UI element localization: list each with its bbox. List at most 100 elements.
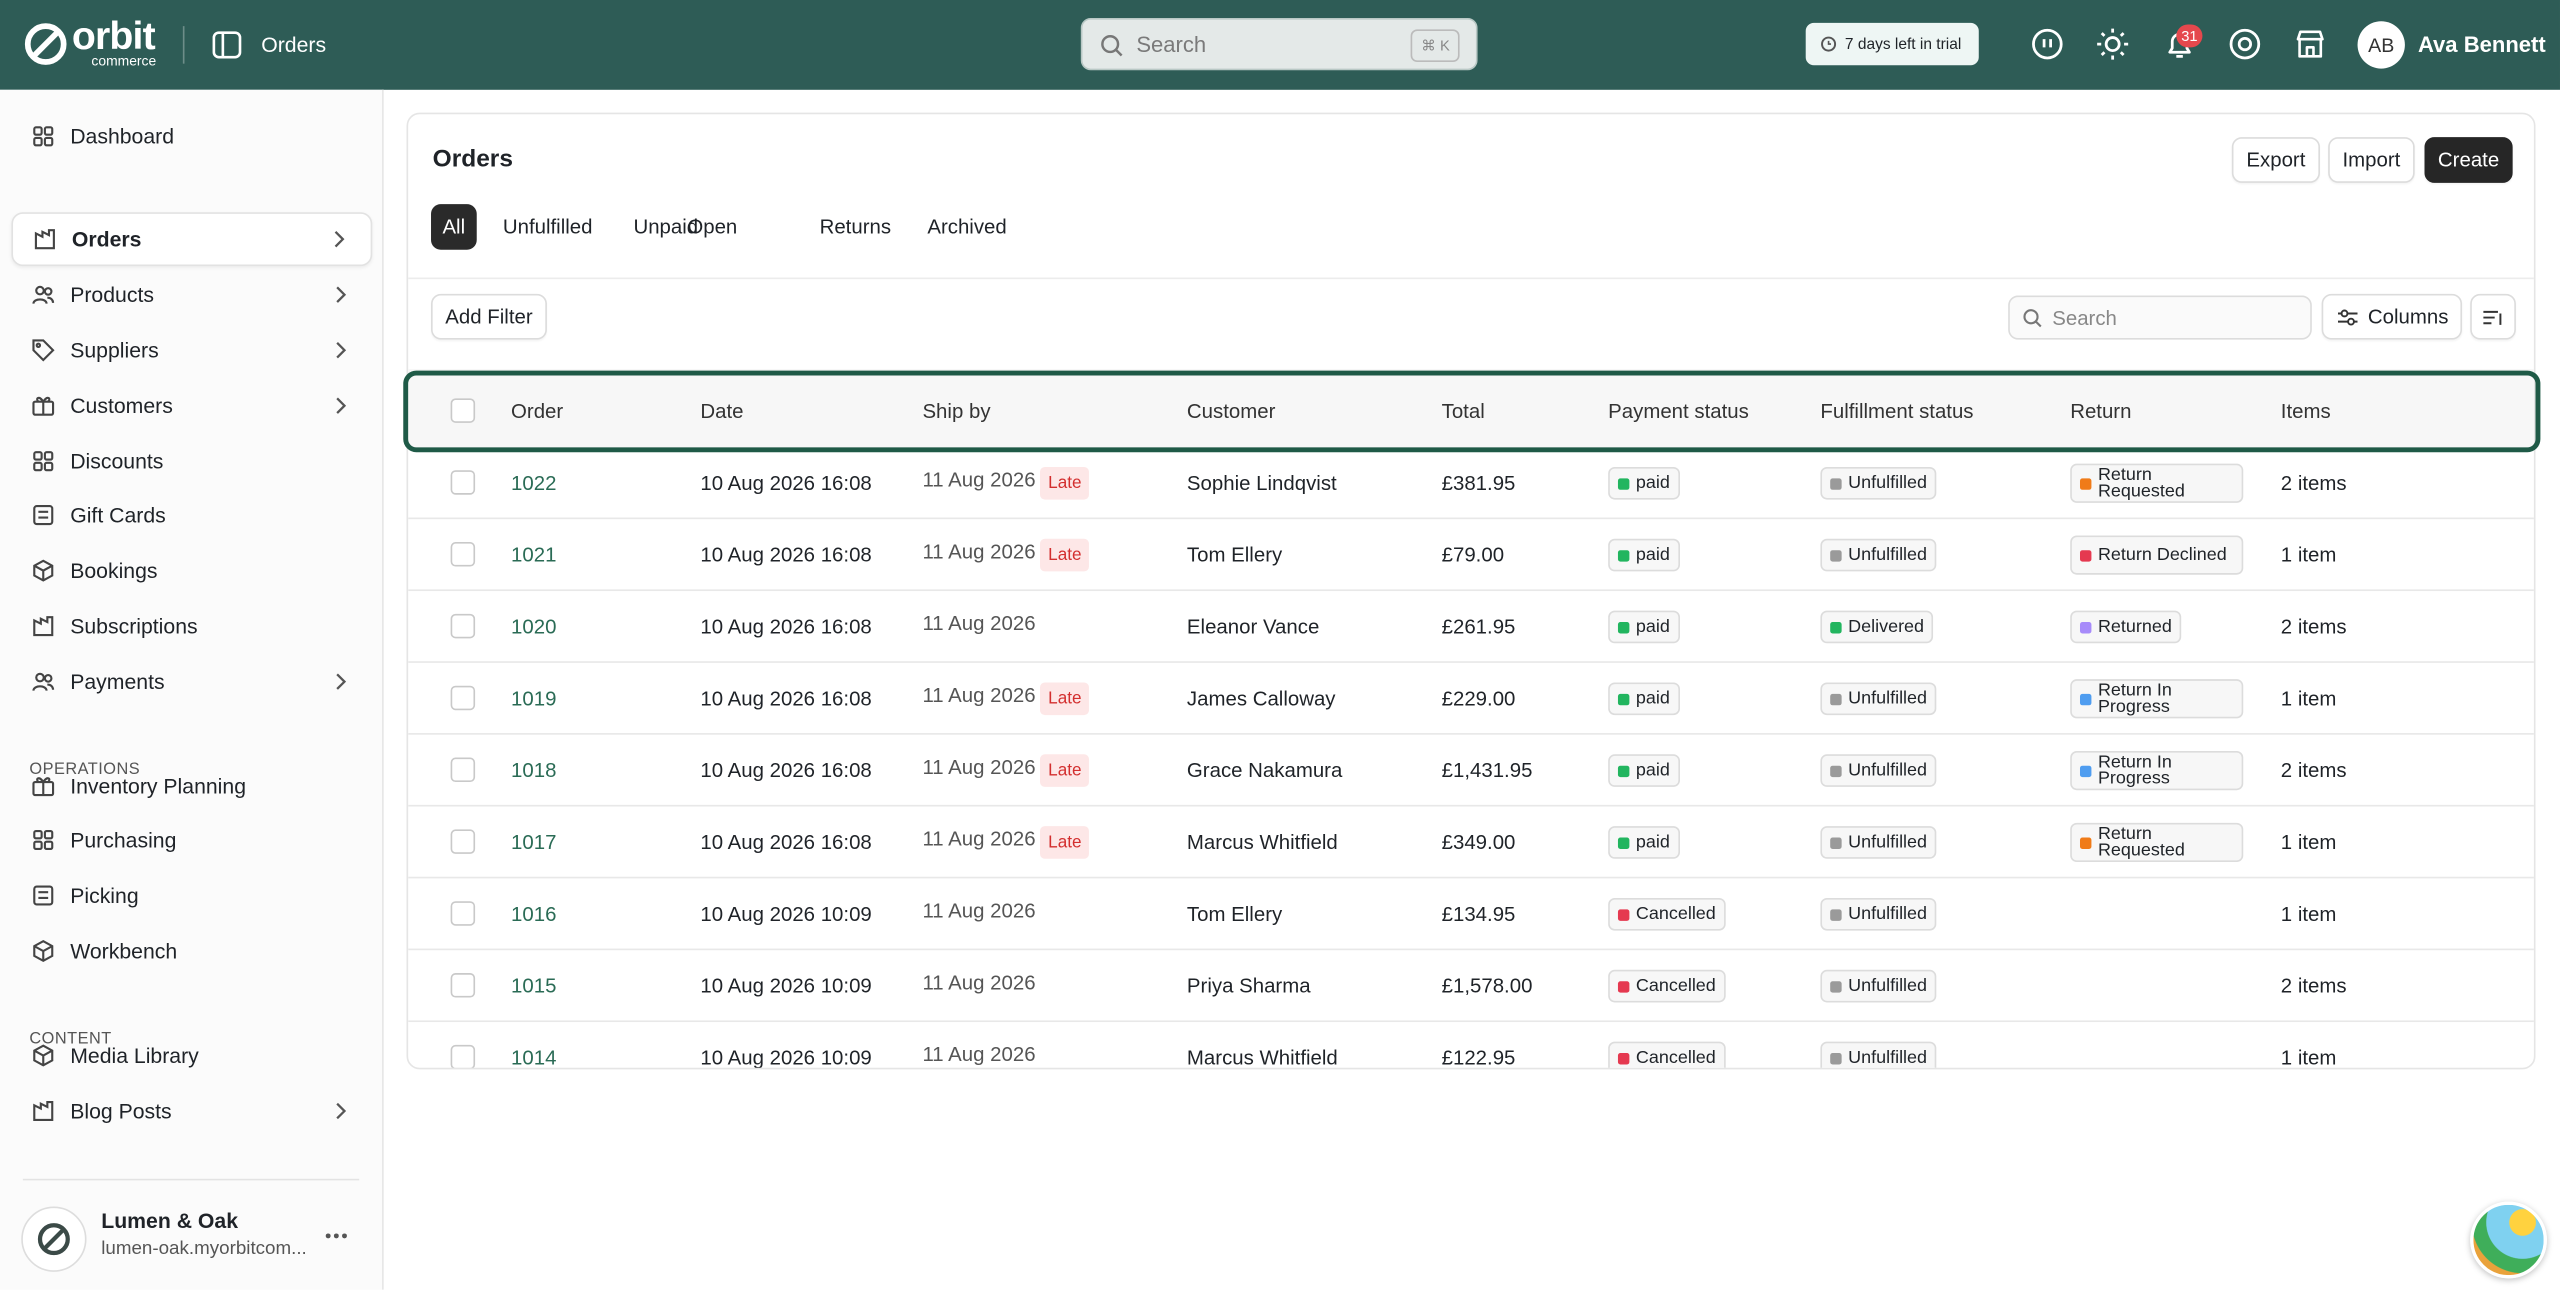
status-label: Returned: [2097, 617, 2172, 637]
nav-icon: [32, 672, 55, 691]
nav-item[interactable]: Discounts: [11, 433, 372, 487]
nav-item[interactable]: Inventory Planning: [11, 758, 372, 812]
trial-badge[interactable]: 7 days left in trial: [1805, 22, 1979, 66]
action-button[interactable]: Export: [2231, 137, 2320, 183]
row-checkbox[interactable]: [450, 973, 476, 998]
select-all-checkbox[interactable]: [450, 398, 476, 423]
status-label: Unfulfilled: [1848, 904, 1928, 925]
table-row[interactable]: [408, 735, 2534, 807]
nav-item[interactable]: Orders: [11, 212, 373, 267]
tab[interactable]: Unfulfilled: [502, 215, 593, 239]
tab[interactable]: Returns: [819, 215, 892, 239]
status-label: Unfulfilled: [1848, 760, 1928, 781]
tab[interactable]: Unpaid: [633, 215, 699, 239]
table-search[interactable]: Search: [2008, 295, 2312, 340]
nav-item[interactable]: Blog Posts: [11, 1083, 372, 1137]
sort-button[interactable]: [2470, 293, 2516, 340]
order-link[interactable]: 1018: [511, 759, 557, 783]
sidebar-toggle[interactable]: [212, 31, 242, 59]
add-filter-button[interactable]: Add Filter: [431, 293, 547, 340]
columns-icon: [2337, 309, 2358, 326]
tab[interactable]: Archived: [927, 215, 1007, 239]
order-link[interactable]: 1015: [511, 974, 557, 998]
order-date: 10 Aug 2026 10:09: [700, 902, 872, 926]
total: £261.95: [1441, 615, 1516, 639]
order-link[interactable]: 1022: [511, 471, 557, 495]
table-row[interactable]: [408, 663, 2534, 735]
tab[interactable]: All: [431, 204, 477, 250]
global-search[interactable]: Search ⌘ K: [1080, 17, 1478, 71]
payment-status-badge: paid: [1608, 466, 1680, 500]
row-checkbox[interactable]: [450, 685, 476, 711]
nav-item[interactable]: Suppliers: [11, 323, 372, 377]
user-name[interactable]: Ava Bennett: [2417, 32, 2546, 58]
table-row[interactable]: [408, 447, 2534, 520]
table-row[interactable]: [408, 878, 2534, 951]
help-icon[interactable]: [2229, 28, 2262, 61]
items-count: 2 items: [2280, 615, 2347, 639]
order-link[interactable]: 1019: [511, 687, 557, 711]
nav-item[interactable]: Media Library: [11, 1028, 372, 1082]
table-row[interactable]: [408, 519, 2534, 592]
customer: James Calloway: [1186, 687, 1336, 711]
row-checkbox[interactable]: [450, 829, 476, 854]
action-button[interactable]: Create: [2424, 137, 2513, 183]
nav-item[interactable]: Customers: [11, 378, 372, 432]
table-row[interactable]: [408, 950, 2534, 1023]
action-button[interactable]: Import: [2328, 137, 2415, 183]
status-dot: [2079, 477, 2092, 489]
nav-item[interactable]: Products: [11, 268, 372, 322]
store-icon[interactable]: [2294, 28, 2327, 61]
status-label: Return Requested: [2097, 464, 2185, 502]
nav-item[interactable]: Purchasing: [11, 814, 372, 868]
column-header: Order: [511, 399, 564, 423]
tab[interactable]: Open: [687, 215, 738, 239]
payment-status-badge: paid: [1608, 682, 1680, 716]
status-label: Cancelled: [1635, 904, 1716, 925]
ship-by: 11 Aug 2026: [922, 899, 1036, 923]
return-status-badge: Return In Progress: [2070, 679, 2244, 719]
late-badge: Late: [1039, 466, 1090, 500]
row-checkbox[interactable]: [450, 901, 476, 926]
row-checkbox[interactable]: [450, 542, 476, 567]
row-checkbox[interactable]: [450, 470, 476, 495]
order-link[interactable]: 1017: [511, 831, 557, 854]
column-header: Date: [700, 399, 744, 423]
row-checkbox[interactable]: [450, 613, 476, 639]
table-row[interactable]: [408, 807, 2534, 879]
row-checkbox[interactable]: [450, 757, 476, 783]
order-link[interactable]: 1014: [511, 1046, 557, 1070]
column-header: Total: [1441, 399, 1485, 423]
theme-icon[interactable]: [2096, 28, 2129, 61]
nav-item[interactable]: Payments: [11, 654, 372, 708]
payment-status-badge: paid: [1608, 754, 1680, 787]
nav-icon: [33, 559, 54, 582]
total: £381.95: [1441, 471, 1516, 495]
columns-button[interactable]: Columns: [2321, 293, 2463, 340]
section-heading: OPERATIONS: [29, 760, 141, 779]
status-label: paid: [1635, 617, 1670, 637]
order-link[interactable]: 1016: [511, 902, 557, 926]
assistant-bubble[interactable]: [2470, 1201, 2547, 1279]
nav-item[interactable]: Bookings: [11, 544, 372, 598]
nav-icon: [33, 505, 54, 526]
nav-item[interactable]: Picking: [11, 869, 372, 923]
status-dot: [1617, 1052, 1630, 1064]
nav-item[interactable]: Gift Cards: [11, 489, 372, 543]
nav-item[interactable]: Subscriptions: [11, 599, 372, 653]
total: £1,431.95: [1441, 759, 1533, 783]
order-link[interactable]: 1020: [511, 615, 557, 639]
logo-text: orbit: [71, 14, 156, 59]
row-checkbox[interactable]: [450, 1044, 476, 1068]
assistant-icon[interactable]: [2031, 28, 2064, 61]
avatar[interactable]: AB: [2357, 21, 2405, 69]
order-link[interactable]: 1021: [511, 543, 557, 567]
store-logo[interactable]: [21, 1206, 87, 1272]
table-row[interactable]: [408, 591, 2534, 663]
nav-item[interactable]: Dashboard: [11, 109, 372, 163]
nav-item[interactable]: Workbench: [11, 924, 372, 978]
status-dot: [1617, 549, 1630, 561]
store-menu[interactable]: [325, 1233, 348, 1240]
order-date: 10 Aug 2026 10:09: [700, 974, 872, 998]
status-dot: [1617, 693, 1630, 705]
